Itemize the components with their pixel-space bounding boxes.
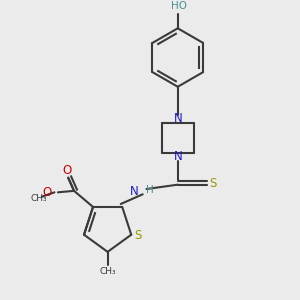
Text: N: N [173, 150, 182, 164]
Text: N: N [173, 112, 182, 125]
Text: CH₃: CH₃ [31, 194, 47, 203]
Text: H: H [146, 185, 153, 196]
Text: O: O [62, 164, 71, 177]
Text: CH₃: CH₃ [99, 267, 116, 276]
Text: S: S [210, 177, 217, 190]
Text: O: O [42, 186, 52, 199]
Text: HO: HO [171, 2, 187, 11]
Text: N: N [130, 185, 139, 199]
Text: S: S [135, 229, 142, 242]
